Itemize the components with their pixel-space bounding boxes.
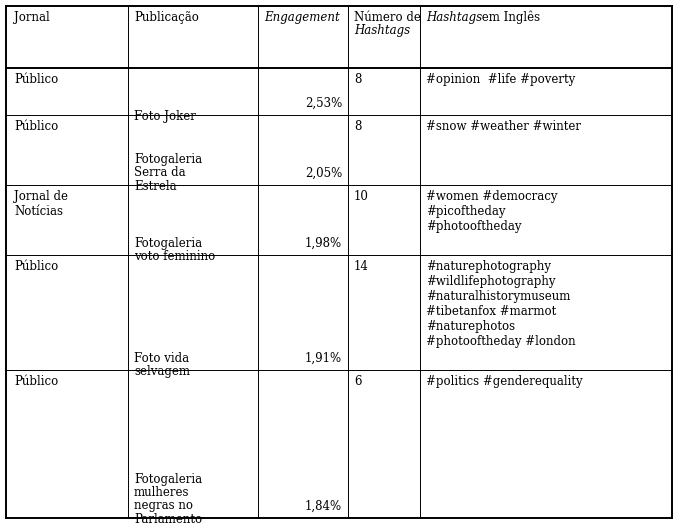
Text: Fotogaleria: Fotogaleria <box>134 472 202 486</box>
Text: Fotogaleria: Fotogaleria <box>134 153 202 166</box>
Text: em Inglês: em Inglês <box>478 11 540 25</box>
Text: 8: 8 <box>354 120 361 133</box>
Text: Estrela: Estrela <box>134 180 177 193</box>
Text: Número de: Número de <box>354 11 421 24</box>
Text: 1,91%: 1,91% <box>305 352 342 365</box>
Text: Foto vida: Foto vida <box>134 352 189 364</box>
Text: mulheres: mulheres <box>134 486 190 499</box>
Text: Público: Público <box>14 260 58 273</box>
Text: 2,05%: 2,05% <box>305 167 342 180</box>
Text: Foto Joker: Foto Joker <box>134 110 196 123</box>
Text: Público: Público <box>14 73 58 86</box>
Text: 2,53%: 2,53% <box>305 97 342 110</box>
Text: Jornal: Jornal <box>14 11 50 24</box>
Text: #women #democracy
#picoftheday
#photooftheday: #women #democracy #picoftheday #photooft… <box>426 190 558 233</box>
Text: 10: 10 <box>354 190 369 203</box>
Text: selvagem: selvagem <box>134 365 190 378</box>
Text: Hashtags: Hashtags <box>426 11 482 24</box>
Text: #naturephotography
#wildlifephotography
#naturalhistorymuseum
#tibetanfox #marmo: #naturephotography #wildlifephotography … <box>426 260 576 348</box>
Text: Serra da: Serra da <box>134 166 186 180</box>
Text: negras no: negras no <box>134 499 193 512</box>
Text: Fotogaleria: Fotogaleria <box>134 236 202 249</box>
Text: 8: 8 <box>354 73 361 86</box>
Text: 1,98%: 1,98% <box>305 237 342 250</box>
Text: 6: 6 <box>354 375 362 388</box>
Text: 14: 14 <box>354 260 369 273</box>
Text: Publicação: Publicação <box>134 11 199 24</box>
Text: Parlamento: Parlamento <box>134 513 202 525</box>
Text: #opinion  #life #poverty: #opinion #life #poverty <box>426 73 575 86</box>
Text: voto feminino: voto feminino <box>134 250 216 263</box>
Text: #snow #weather #winter: #snow #weather #winter <box>426 120 581 133</box>
Text: Hashtags: Hashtags <box>354 24 410 37</box>
Text: Público: Público <box>14 120 58 133</box>
Text: #politics #genderequality: #politics #genderequality <box>426 375 583 388</box>
Text: Engagement: Engagement <box>264 11 340 24</box>
Text: Jornal de
Notícias: Jornal de Notícias <box>14 190 68 218</box>
Text: Público: Público <box>14 375 58 388</box>
Text: 1,84%: 1,84% <box>305 500 342 513</box>
